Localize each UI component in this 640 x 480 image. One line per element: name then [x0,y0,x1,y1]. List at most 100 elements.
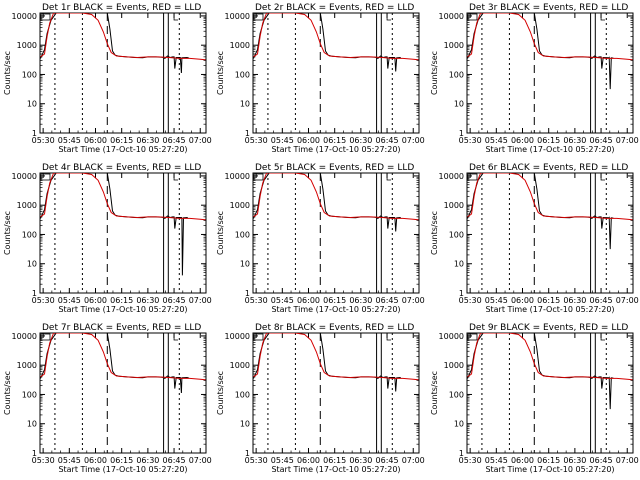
x-tick-label: 06:15 [323,296,346,305]
corner-marker-glyph [173,174,178,181]
x-axis-title: Start Time (17-Oct-10 05:27:20) [485,465,614,474]
y-tick-label: 1 [459,129,464,138]
panel-title: Det 7r BLACK = Events, RED = LLD [42,323,201,333]
y-tick-label: 10000 [12,332,37,341]
x-tick-label: 07:00 [189,296,212,305]
x-tick-label: 05:45 [58,296,81,305]
y-axis-title: Counts/sec [3,51,12,95]
y-tick-label: 10 [454,100,464,109]
detector-panel-9: Det 9r BLACK = Events, RED = LLD 1 10 100 10… [430,323,639,474]
y-tick-label: 100 [22,390,37,399]
x-tick-label: 05:30 [245,136,268,145]
x-tick-label: 06:30 [563,456,586,465]
x-tick-label: 06:30 [349,456,372,465]
y-tick-label: 10000 [12,12,37,21]
lld-series-line [253,13,419,61]
x-tick-label: 05:45 [485,456,508,465]
y-tick-label: 1 [32,289,37,298]
y-tick-label: 1000 [230,41,250,50]
x-tick-label: 06:45 [590,296,613,305]
lld-series-line [467,13,633,61]
x-axis-title: Start Time (17-Oct-10 05:27:20) [58,145,187,154]
y-tick-label: 1000 [17,201,37,210]
x-tick-label: 06:15 [110,296,133,305]
x-tick-label: 05:30 [32,136,55,145]
lld-series-line [40,333,206,381]
corner-marker-glyph [600,334,605,341]
x-tick-label: 07:00 [616,296,639,305]
x-tick-label: 06:45 [590,136,613,145]
corner-marker-glyph [600,174,605,181]
x-tick-label: 06:30 [136,296,159,305]
x-tick-label: 07:00 [402,296,425,305]
corner-marker-glyph [386,14,391,21]
events-series-line [253,13,402,72]
x-tick-label: 06:00 [297,296,320,305]
x-tick-label: 06:30 [349,296,372,305]
x-tick-label: 05:30 [245,456,268,465]
plot-frame [39,332,207,454]
y-tick-label: 10 [27,260,37,269]
plot-frame [39,172,207,294]
lld-series-line [467,333,633,381]
y-tick-label: 100 [449,390,464,399]
corner-marker-glyph [173,14,178,21]
y-tick-label: 100 [449,70,464,79]
y-tick-label: 1 [245,449,250,458]
y-tick-label: 1 [32,449,37,458]
detector-panel-8: Det 8r BLACK = Events, RED = LLD 1 10 100 10… [216,323,425,474]
events-series-line [40,173,189,276]
x-tick-label: 06:30 [136,456,159,465]
x-tick-label: 05:45 [58,136,81,145]
plot-frame [252,12,420,134]
y-tick-label: 1 [32,129,37,138]
lld-series-line [253,173,419,221]
events-series-line [467,13,614,90]
lld-series-line [40,173,206,221]
corner-marker-glyph [600,14,605,21]
y-axis-title: Counts/sec [3,211,12,255]
lld-series-line [467,173,633,221]
x-tick-label: 06:30 [349,136,372,145]
x-tick-label: 06:00 [511,296,534,305]
detector-panel-4: Det 4r BLACK = Events, RED = LLD 1 10 100 10… [3,163,212,314]
x-tick-label: 06:45 [163,456,186,465]
x-tick-label: 06:00 [84,296,107,305]
y-tick-label: 10000 [439,332,464,341]
x-tick-label: 06:45 [376,456,399,465]
corner-marker-glyph [386,174,391,181]
x-tick-label: 05:30 [459,296,482,305]
x-tick-label: 05:45 [271,456,294,465]
corner-marker-glyph [386,334,391,341]
y-tick-label: 1 [459,449,464,458]
x-tick-label: 06:00 [511,136,534,145]
x-tick-label: 05:45 [485,296,508,305]
y-tick-label: 1000 [230,201,250,210]
detector-panel-3: Det 3r BLACK = Events, RED = LLD 1 10 100 10… [430,3,639,154]
x-tick-label: 06:15 [323,136,346,145]
x-tick-label: 05:45 [271,296,294,305]
x-tick-label: 05:45 [271,136,294,145]
x-tick-label: 06:15 [323,456,346,465]
panel-title: Det 6r BLACK = Events, RED = LLD [469,163,628,173]
y-tick-label: 100 [22,70,37,79]
x-tick-label: 06:45 [376,136,399,145]
x-axis-title: Start Time (17-Oct-10 05:27:20) [58,465,187,474]
x-tick-label: 06:15 [537,296,560,305]
events-series-line [467,173,614,250]
plot-frame [466,12,634,134]
lld-series-line [40,13,206,61]
detector-panel-1: Det 1r BLACK = Events, RED = LLD 1 10 100 10… [3,3,212,154]
detector-panel-5: Det 5r BLACK = Events, RED = LLD 1 10 100 10… [216,163,425,314]
y-tick-label: 1000 [444,41,464,50]
x-axis-title: Start Time (17-Oct-10 05:27:20) [271,145,400,154]
x-axis-title: Start Time (17-Oct-10 05:27:20) [485,145,614,154]
x-tick-label: 06:15 [110,456,133,465]
x-tick-label: 06:15 [537,456,560,465]
x-tick-label: 06:00 [297,456,320,465]
x-tick-label: 07:00 [402,136,425,145]
x-tick-label: 07:00 [616,456,639,465]
x-tick-label: 05:45 [58,456,81,465]
x-axis-title: Start Time (17-Oct-10 05:27:20) [485,305,614,314]
x-tick-label: 07:00 [189,456,212,465]
